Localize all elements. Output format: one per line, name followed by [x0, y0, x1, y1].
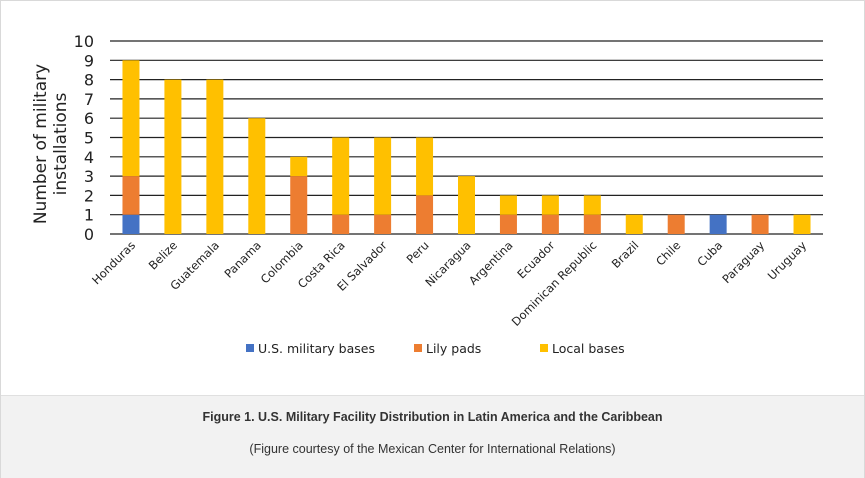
bar-segment — [583, 214, 601, 234]
y-tick-label: 7 — [84, 90, 94, 109]
bar-segment — [416, 137, 434, 196]
bars — [122, 60, 811, 234]
bar-segment — [164, 79, 182, 234]
bar-segment — [122, 214, 140, 234]
x-tick-label: Dominican Republic — [509, 238, 600, 329]
bar-segment — [332, 214, 350, 234]
y-tick-label: 3 — [84, 167, 94, 186]
y-tick-label: 10 — [74, 32, 94, 51]
bar-segment — [206, 79, 224, 234]
figure-caption-subtitle: (Figure courtesy of the Mexican Center f… — [249, 442, 616, 456]
x-tick-label: Paraguay — [719, 238, 767, 286]
y-tick-label: 1 — [84, 206, 94, 225]
bar-segment — [416, 195, 434, 234]
y-tick-label: 5 — [84, 129, 94, 148]
bar-segment — [583, 195, 601, 215]
bar-segment — [458, 176, 475, 234]
bar-segment — [541, 195, 559, 215]
y-axis-label: Number of militaryinstallations — [31, 64, 71, 224]
chart-area: 0 1 2 3 4 5 6 7 8 9 10 Honduras Belize Guatemala Pana… — [1, 1, 864, 395]
y-tick-label: 9 — [84, 51, 94, 70]
legend-label: Local bases — [552, 341, 625, 356]
bar-segment — [290, 156, 308, 177]
figure-caption-title: Figure 1. U.S. Military Facility Distrib… — [202, 410, 663, 424]
bar-segment — [499, 195, 517, 215]
bar-segment — [122, 60, 140, 177]
bar-segment — [709, 214, 727, 234]
bar-segment — [625, 214, 643, 234]
x-tick-label: Cuba — [694, 238, 725, 269]
x-tick-label: Ecuador — [514, 238, 557, 281]
caption-area: Figure 1. U.S. Military Facility Distrib… — [1, 395, 864, 478]
bar-segment — [290, 176, 308, 234]
bar-segment — [667, 214, 685, 234]
x-tick-label: Belize — [146, 238, 180, 272]
bar-segment — [793, 214, 811, 234]
legend-label: Lily pads — [426, 341, 481, 356]
y-tick-label: 8 — [84, 71, 94, 90]
legend-swatch — [540, 344, 548, 352]
x-tick-label: Argentina — [466, 238, 516, 288]
legend: U.S. military bases Lily pads Local bases — [246, 341, 625, 356]
y-tick-label: 6 — [84, 109, 94, 128]
legend-swatch — [246, 344, 254, 352]
x-tick-label: Nicaragua — [422, 238, 473, 289]
bar-segment — [248, 118, 266, 234]
bar-segment — [751, 214, 769, 234]
bar-segment — [332, 137, 350, 215]
gridlines — [110, 40, 823, 235]
x-tick-label: Uruguay — [765, 238, 810, 283]
x-tick-label: Honduras — [89, 238, 138, 287]
x-tick-label: Chile — [653, 238, 683, 268]
y-tick-label: 2 — [84, 186, 94, 205]
y-tick-label: 0 — [84, 225, 94, 244]
y-tick-label: 4 — [84, 148, 94, 167]
x-tick-label: Peru — [404, 238, 432, 266]
bar-segment — [122, 176, 140, 215]
bar-segment — [541, 214, 559, 234]
bar-segment — [499, 214, 517, 234]
bar-segment — [374, 214, 392, 234]
legend-label: U.S. military bases — [258, 341, 375, 356]
x-tick-label: Panama — [221, 238, 263, 280]
x-tick-label: Brazil — [609, 238, 642, 271]
legend-swatch — [414, 344, 422, 352]
bar-segment — [374, 137, 392, 215]
